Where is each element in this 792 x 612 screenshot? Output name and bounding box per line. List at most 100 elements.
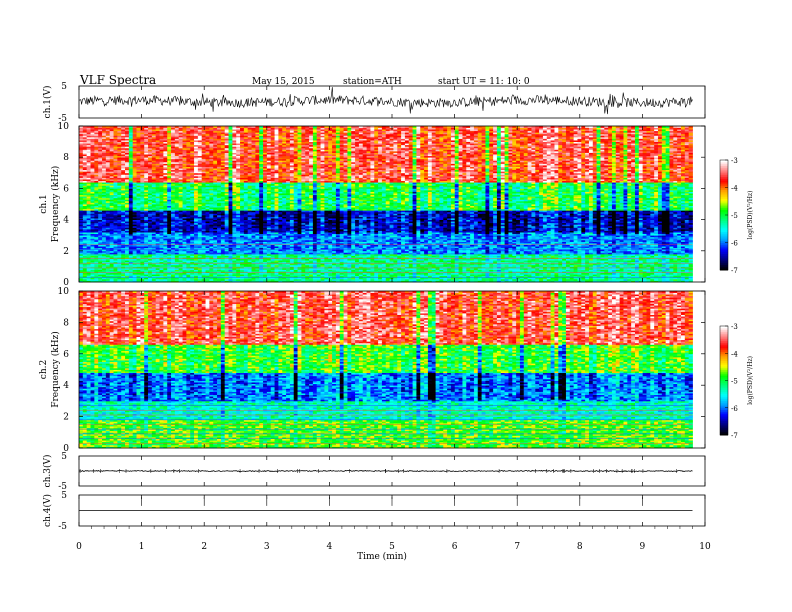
- ch1-spectrogram-cell: [128, 263, 134, 266]
- ch1-spectrogram-cell: [554, 271, 559, 274]
- ch1-spectrogram-cell: [669, 264, 674, 267]
- ch1-spectrogram-cell: [94, 274, 99, 277]
- ch1-spectrogram-cell: [197, 258, 203, 261]
- ch1-spectrogram-cell: [270, 260, 275, 263]
- ch1-spectrogram-cell: [251, 267, 256, 270]
- ch1-spectrogram-cell: [489, 267, 494, 270]
- ch1-spectrogram-cell: [443, 274, 448, 277]
- ch1-spectrogram-cell: [642, 280, 647, 283]
- ch1-spectrogram-cell: [673, 257, 678, 259]
- ch1-spectrogram-cell: [266, 272, 272, 275]
- ch1-spectrogram-cell: [289, 280, 295, 283]
- ch1-spectrogram-cell: [477, 280, 482, 283]
- ch1-spectrogram-cell: [309, 255, 314, 258]
- ch1-spectrogram-cell: [470, 255, 475, 258]
- ch1-spectrogram-cell: [558, 271, 563, 274]
- ch1-spectrogram-cell: [355, 275, 360, 278]
- ch1-spectrogram-cell: [148, 264, 153, 267]
- ch1-spectrogram-cell: [109, 271, 114, 274]
- ch1-spectrogram-cell: [542, 258, 548, 261]
- ch1-spectrogram-cell: [562, 255, 567, 258]
- ch1-spectrogram-cell: [374, 261, 379, 264]
- ch1-spectrogram-cell: [608, 280, 613, 283]
- ch1-spectrogram-cell: [542, 271, 548, 274]
- ch1-spectrogram-cell: [565, 267, 571, 270]
- ch1-spectrogram-cell: [454, 260, 459, 263]
- ch1-spectrogram-cell: [259, 264, 264, 267]
- ch1-spectrogram-cell: [171, 258, 176, 261]
- ch1-spectrogram-cell: [86, 264, 91, 267]
- ch1-spectrogram-cell: [167, 275, 172, 278]
- ch1-spectrogram-cell: [381, 260, 387, 263]
- ch1-spectrogram-cell: [293, 264, 298, 267]
- ch1-spectrogram-cell: [431, 269, 436, 272]
- ch1-spectrogram-cell: [585, 266, 590, 269]
- ch1-spectrogram-cell: [661, 255, 667, 258]
- ch1-spectrogram-cell: [293, 275, 298, 278]
- ch1-spectrogram-cell: [370, 255, 375, 258]
- ch1-spectrogram-cell: [657, 275, 663, 278]
- ch1-spectrogram-cell: [109, 263, 114, 266]
- ch1-spectrogram-cell: [259, 263, 264, 266]
- ch1-spectrogram-cell: [447, 261, 452, 264]
- ch1-spectrogram-cell: [335, 258, 341, 261]
- ch1-spectrogram-cell: [209, 269, 214, 272]
- ch1-spectrogram-cell: [90, 257, 95, 259]
- ch1-spectrogram-cell: [320, 274, 325, 277]
- ch1-spectrogram-cell: [117, 269, 122, 272]
- ch1-spectrogram-cell: [669, 274, 674, 277]
- ch1-spectrogram-cell: [355, 261, 360, 264]
- ch1-spectrogram-cell: [642, 278, 647, 281]
- ch1-spectrogram-cell: [332, 271, 337, 274]
- ch1-spectrogram-cell: [163, 277, 168, 280]
- ch1-spectrogram-cell: [401, 277, 406, 280]
- ch1-spectrogram-cell: [608, 269, 613, 272]
- ch1-spectrogram-cell: [508, 271, 513, 274]
- ch1-spectrogram-cell: [247, 271, 252, 274]
- ch1-spectrogram-cell: [335, 269, 341, 272]
- ch1-spectrogram-cell: [186, 260, 191, 263]
- ch1-spectrogram-cell: [462, 271, 467, 274]
- ch1-spectrogram-cell: [531, 255, 536, 258]
- ch1-spectrogram-cell: [159, 278, 164, 281]
- ch1-spectrogram-cell: [117, 258, 122, 261]
- ch1-spectrogram-cell: [82, 263, 88, 266]
- ch1-spectrogram-cell: [109, 274, 114, 277]
- ch1-spectrogram-cell: [600, 266, 605, 269]
- ch1-spectrogram-cell: [274, 278, 279, 281]
- ch1-spectrogram-cell: [163, 264, 168, 267]
- ch1-spectrogram-cell: [408, 274, 413, 277]
- ch1-spectrogram-cell: [205, 271, 210, 274]
- ch1-spectrogram-cell: [190, 275, 195, 278]
- ch1-spectrogram-cell: [366, 267, 371, 270]
- ch1-spectrogram-cell: [186, 278, 191, 281]
- ch1-spectrogram-cell: [128, 277, 134, 280]
- ch1-spectrogram-cell: [190, 277, 195, 280]
- ch1-spectrogram-cell: [301, 274, 306, 277]
- ch1-spectrogram-cell: [347, 266, 352, 269]
- ch1-spectrogram-cell: [531, 275, 536, 278]
- ch1-spectrogram-cell: [232, 278, 237, 281]
- ch1-spectrogram-cell: [546, 260, 552, 263]
- ch1-spectrogram-cell: [450, 257, 456, 259]
- ch1-spectrogram-cell: [493, 278, 498, 281]
- ch1-spectrogram-cell: [282, 269, 287, 272]
- ch1-spectrogram-cell: [355, 267, 360, 270]
- ch1-spectrogram-cell: [351, 255, 356, 258]
- ch1-spectrogram-cell: [496, 274, 502, 277]
- ch1-spectrogram-cell: [585, 258, 590, 261]
- ch1-spectrogram-cell: [600, 261, 605, 264]
- ch1-spectrogram-cell: [366, 266, 371, 269]
- ch1-spectrogram-cell: [397, 261, 402, 264]
- ch1-spectrogram-cell: [588, 267, 594, 270]
- ch1-spectrogram-cell: [462, 278, 467, 281]
- ch1-spectrogram-cell: [569, 263, 575, 266]
- ch1-spectrogram-cell: [155, 272, 160, 275]
- ch1-spectrogram-cell: [320, 275, 325, 278]
- ch1-spectrogram-cell: [443, 271, 448, 274]
- ch1-spectrogram-cell: [316, 269, 321, 272]
- ch1-spectrogram-cell: [282, 274, 287, 277]
- ch1-spectrogram-cell: [608, 266, 613, 269]
- ch1-spectrogram-cell: [140, 255, 145, 258]
- ch1-spectrogram-cell: [217, 278, 222, 281]
